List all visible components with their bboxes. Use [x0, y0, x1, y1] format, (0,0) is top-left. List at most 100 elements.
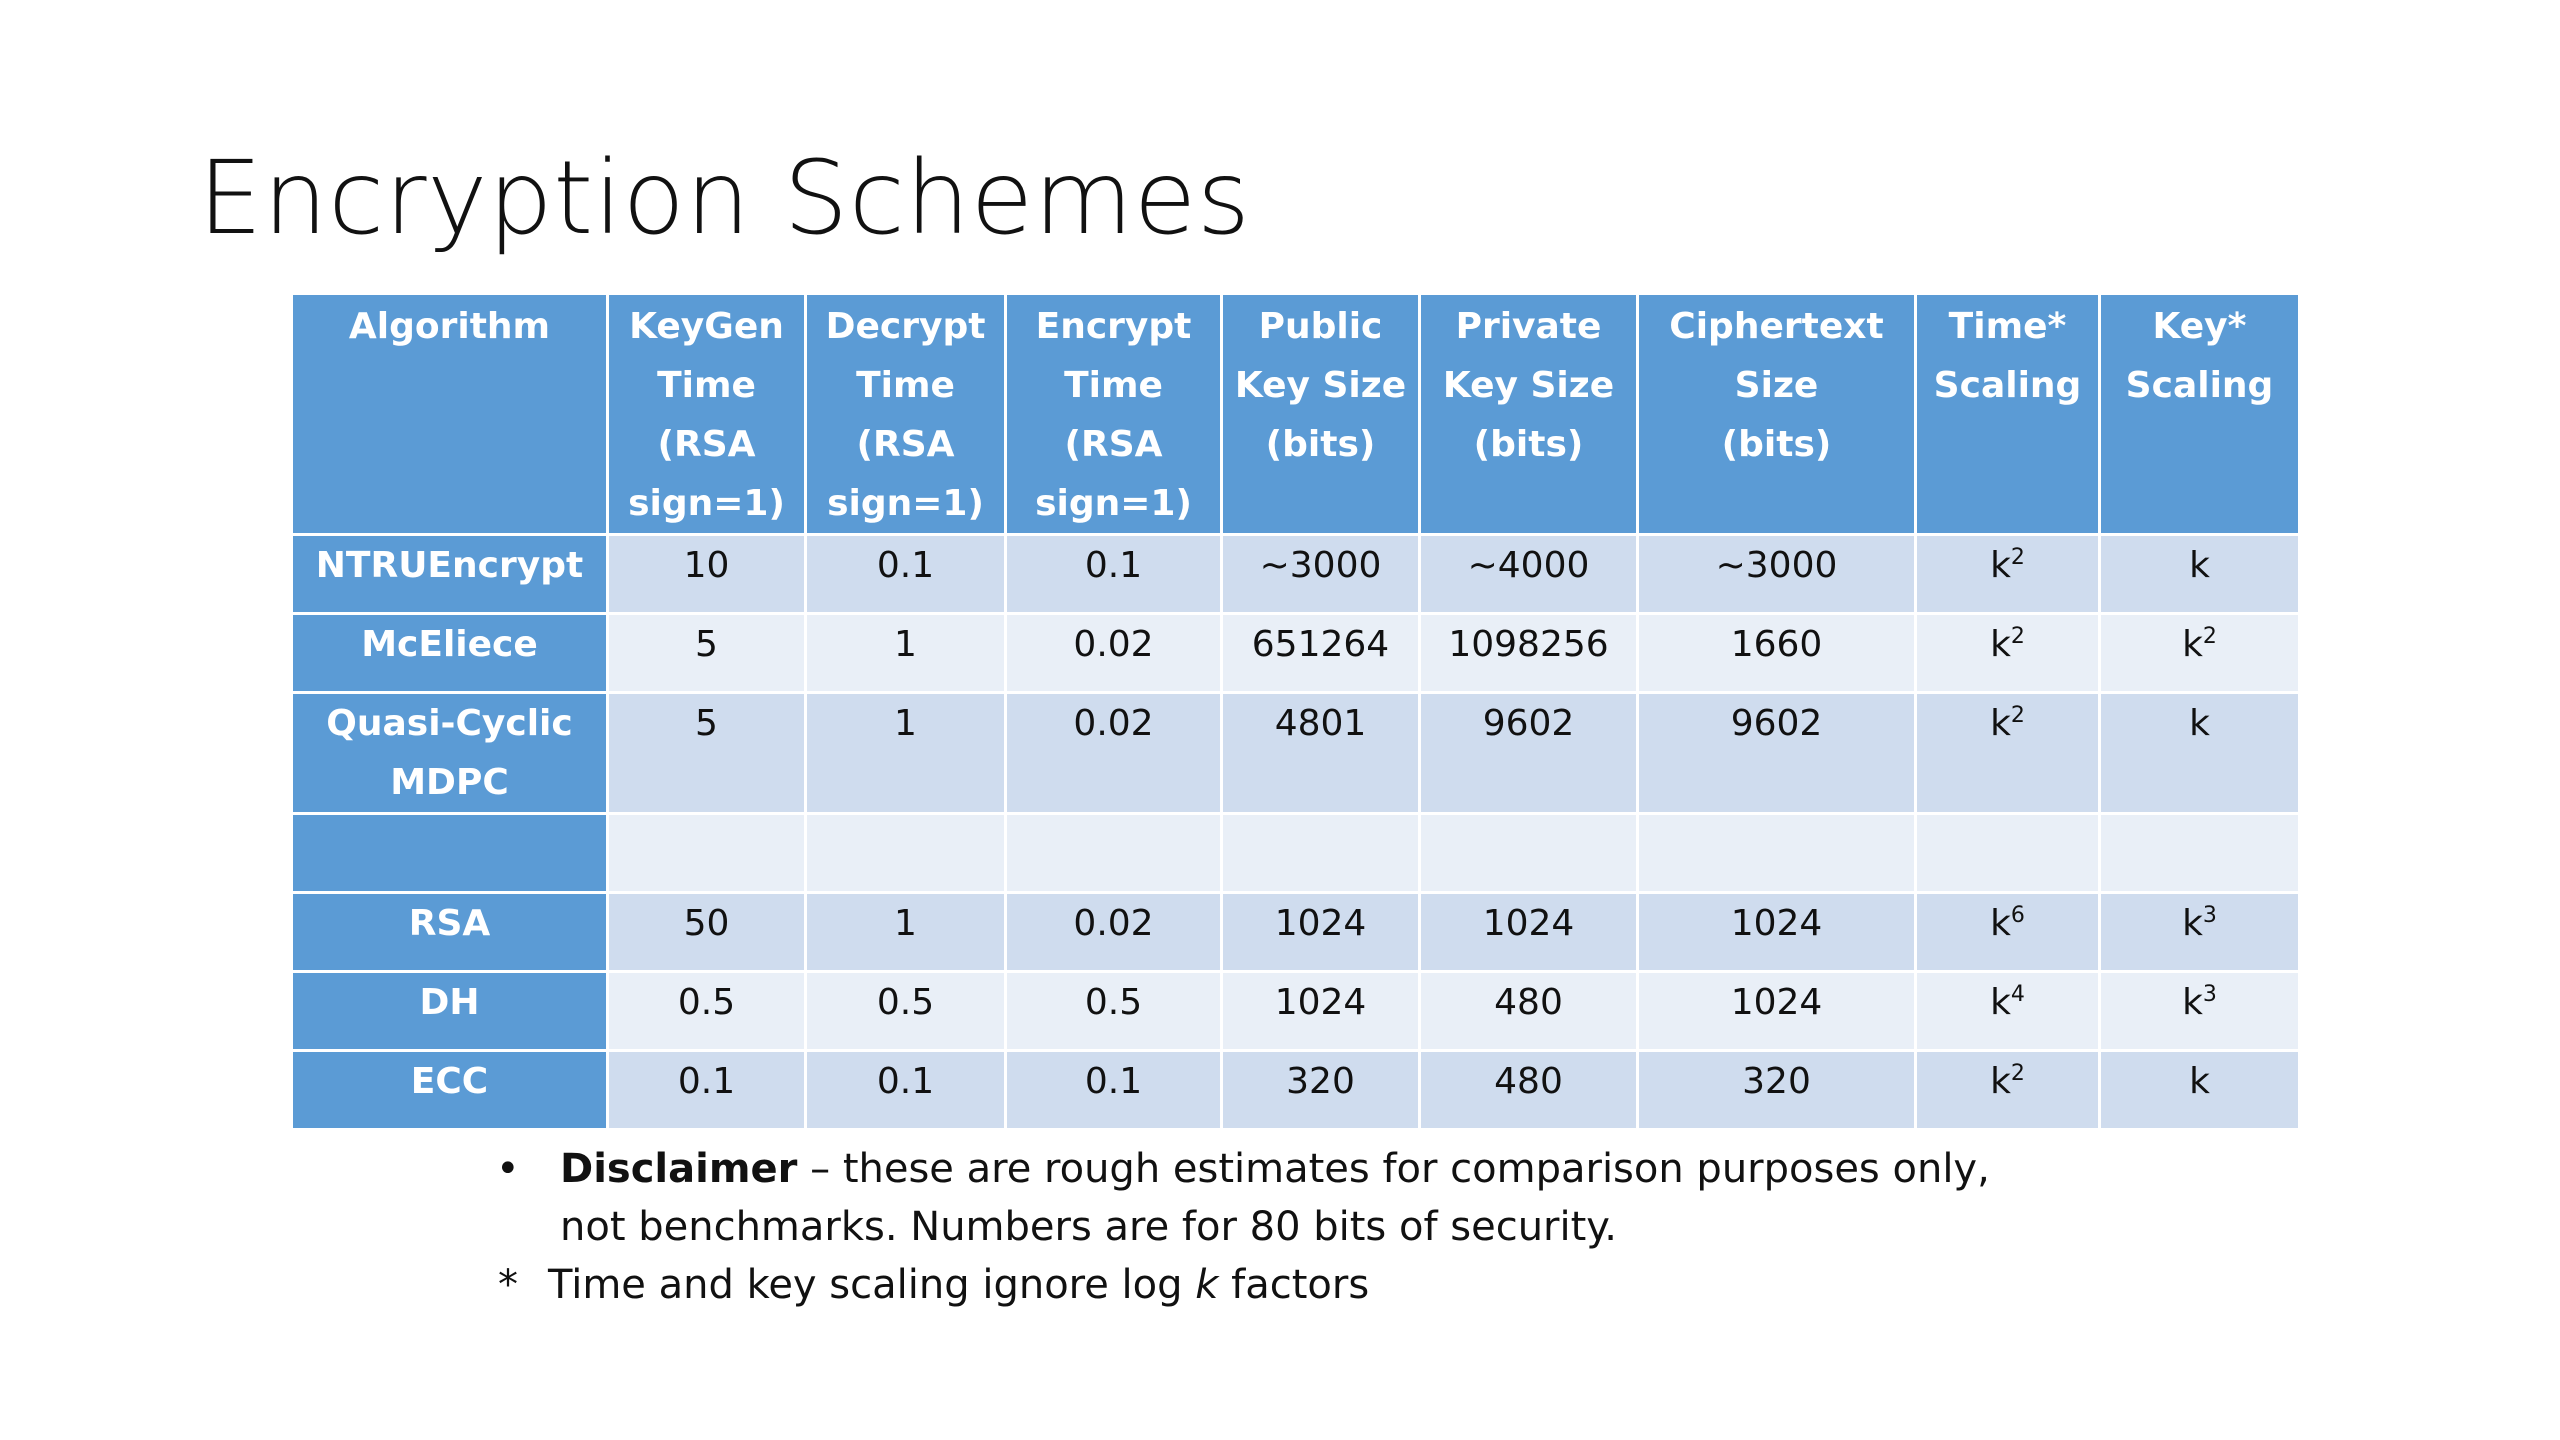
column-header-line: (RSA: [856, 424, 955, 465]
column-header-encrypt-time: Encrypt Time (RSA sign=1): [1004, 292, 1223, 536]
cell-decrypt: 0.1: [804, 533, 1007, 615]
time-scaling-exponent: 2: [2010, 624, 2025, 649]
key-scaling-base: k: [2182, 624, 2203, 665]
cell-ciphertext: 9602: [1636, 691, 1917, 815]
column-header-line: Scaling: [2125, 365, 2274, 406]
column-header-line: Time: [1064, 365, 1163, 406]
algorithm-name-line: RSA: [408, 903, 491, 944]
column-header-line: Private: [1455, 306, 1602, 347]
cell-ciphertext: 1024: [1636, 891, 1917, 973]
cell-key-scaling: k: [2098, 1049, 2301, 1131]
cell-decrypt: [804, 812, 1007, 894]
column-header-line: Encrypt: [1035, 306, 1192, 347]
column-header-line: Key Size: [1442, 365, 1615, 406]
cell-public-key: 4801: [1220, 691, 1421, 815]
table-row: [290, 812, 2301, 894]
table-row: McEliece 5 1 0.02 651264 1098256 1660 k2 k2: [290, 612, 2301, 694]
column-header-line: (RSA: [657, 424, 756, 465]
row-header-algorithm: RSA: [290, 891, 609, 973]
cell-ciphertext: 1024: [1636, 970, 1917, 1052]
cell-encrypt: 0.02: [1004, 612, 1223, 694]
cell-encrypt: 0.02: [1004, 691, 1223, 815]
cell-key-scaling: k: [2098, 533, 2301, 615]
column-header-line: Scaling: [1933, 365, 2082, 406]
cell-key-scaling: [2098, 812, 2301, 894]
column-header-line: Ciphertext: [1669, 306, 1884, 347]
algorithm-name-line: ECC: [410, 1061, 489, 1102]
row-header-algorithm: ECC: [290, 1049, 609, 1131]
column-header-line: (bits): [1473, 424, 1584, 465]
cell-encrypt: 0.5: [1004, 970, 1223, 1052]
bullet-marker: •: [496, 1146, 520, 1192]
cell-public-key: 1024: [1220, 891, 1421, 973]
cell-key-scaling: k: [2098, 691, 2301, 815]
cell-decrypt: 1: [804, 691, 1007, 815]
cell-key-scaling: k3: [2098, 891, 2301, 973]
table-header: Algorithm KeyGen Time (RSA sign=1) Decrypt Tim…: [290, 292, 2301, 536]
key-scaling-exponent: 2: [2202, 624, 2217, 649]
cell-keygen: 50: [606, 891, 807, 973]
column-header-ciphertext-size: Ciphertext Size (bits): [1636, 292, 1917, 536]
time-scaling-base: k: [1990, 624, 2011, 665]
cell-encrypt: 0.1: [1004, 533, 1223, 615]
cell-time-scaling: k2: [1914, 612, 2101, 694]
table-body: NTRUEncrypt 10 0.1 0.1 ~3000 ~4000 ~3000 k2 k McE…: [290, 533, 2301, 1131]
row-header-algorithm: [290, 812, 609, 894]
cell-keygen: [606, 812, 807, 894]
column-header-decrypt-time: Decrypt Time (RSA sign=1): [804, 292, 1007, 536]
cell-key-scaling: k2: [2098, 612, 2301, 694]
time-scaling-exponent: 2: [2010, 703, 2025, 728]
key-scaling-exponent: 3: [2202, 903, 2217, 928]
cell-encrypt: 0.1: [1004, 1049, 1223, 1131]
header-row: Algorithm KeyGen Time (RSA sign=1) Decrypt Tim…: [290, 292, 2301, 536]
cell-keygen: 0.5: [606, 970, 807, 1052]
cell-private-key: 9602: [1418, 691, 1639, 815]
cell-ciphertext: [1636, 812, 1917, 894]
column-header-line: (bits): [1721, 424, 1832, 465]
time-scaling-base: k: [1990, 545, 2011, 586]
row-header-algorithm: McEliece: [290, 612, 609, 694]
column-header-line: sign=1): [1035, 483, 1192, 524]
column-header-keygen-time: KeyGen Time (RSA sign=1): [606, 292, 807, 536]
key-scaling-base: k: [2189, 703, 2210, 744]
scaling-footnote: * Time and key scaling ignore log k facto…: [498, 1256, 2056, 1314]
cell-time-scaling: k2: [1914, 1049, 2101, 1131]
time-scaling-exponent: 2: [2010, 1061, 2025, 1086]
column-header-line: Algorithm: [348, 306, 551, 347]
cell-keygen: 10: [606, 533, 807, 615]
cell-decrypt: 0.5: [804, 970, 1007, 1052]
cell-keygen: 5: [606, 612, 807, 694]
cell-time-scaling: [1914, 812, 2101, 894]
key-scaling-base: k: [2182, 903, 2203, 944]
key-scaling-base: k: [2189, 1061, 2210, 1102]
cell-private-key: 1098256: [1418, 612, 1639, 694]
algorithm-name-line: MDPC: [390, 762, 509, 803]
asterisk-marker: *: [498, 1262, 518, 1308]
scaling-footnote-text-after: factors: [1218, 1262, 1370, 1308]
row-header-algorithm: NTRUEncrypt: [290, 533, 609, 615]
cell-public-key: [1220, 812, 1421, 894]
cell-private-key: 480: [1418, 970, 1639, 1052]
column-header-line: KeyGen: [629, 306, 784, 347]
time-scaling-base: k: [1990, 1061, 2011, 1102]
cell-private-key: [1418, 812, 1639, 894]
column-header-line: Size: [1734, 365, 1819, 406]
scaling-footnote-italic-k: k: [1195, 1262, 1219, 1308]
column-header-line: Public: [1258, 306, 1383, 347]
column-header-line: Key Size: [1234, 365, 1407, 406]
column-header-line: Decrypt: [825, 306, 986, 347]
column-header-time-scaling: Time* Scaling: [1914, 292, 2101, 536]
cell-time-scaling: k2: [1914, 533, 2101, 615]
time-scaling-exponent: 4: [2010, 982, 2025, 1007]
cell-decrypt: 0.1: [804, 1049, 1007, 1131]
row-header-algorithm: DH: [290, 970, 609, 1052]
time-scaling-exponent: 6: [2010, 903, 2025, 928]
column-header-line: sign=1): [827, 483, 984, 524]
key-scaling-base: k: [2182, 982, 2203, 1023]
cell-time-scaling: k4: [1914, 970, 2101, 1052]
cell-public-key: 1024: [1220, 970, 1421, 1052]
cell-encrypt: [1004, 812, 1223, 894]
disclaimer-label: Disclaimer: [560, 1146, 798, 1192]
algorithm-name-line: Quasi-Cyclic: [326, 703, 573, 744]
column-header-line: (RSA: [1064, 424, 1163, 465]
